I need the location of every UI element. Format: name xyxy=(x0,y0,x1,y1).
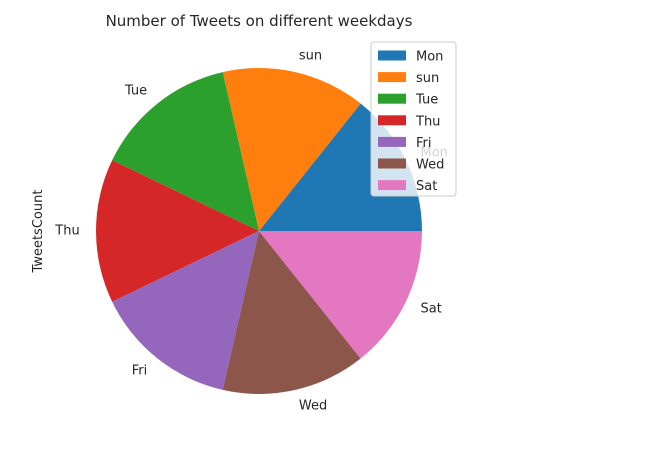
slice-label-sun: sun xyxy=(299,49,322,64)
legend-label-wed: Wed xyxy=(416,158,444,173)
legend-swatch-tue xyxy=(378,93,406,104)
legend: Mon sun Tue Thu Fri Wed Sat xyxy=(370,41,457,197)
legend-swatch-fri xyxy=(378,136,406,147)
slice-label-tue: Tue xyxy=(124,83,147,98)
legend-label-sun: sun xyxy=(416,71,439,86)
pie-slice-thu xyxy=(95,160,259,302)
slice-label-fri: Fri xyxy=(132,364,148,379)
legend-swatch-sat xyxy=(378,180,406,191)
slice-label-sat: Sat xyxy=(421,301,442,316)
pie-slice-sat xyxy=(259,231,422,359)
pie-slice-wed xyxy=(222,231,361,394)
y-axis-label: TweetsCount xyxy=(31,190,46,274)
pie-slices xyxy=(95,68,422,394)
legend-swatch-thu xyxy=(378,115,406,126)
slice-label-wed: Wed xyxy=(299,398,327,413)
chart-title: Number of Tweets on different weekdays xyxy=(106,12,413,30)
legend-label-mon: Mon xyxy=(416,50,443,65)
pie-slice-tue xyxy=(112,72,259,231)
slice-label-thu: Thu xyxy=(54,224,79,239)
legend-label-tue: Tue xyxy=(415,93,438,108)
pie-slice-fri xyxy=(112,231,259,390)
legend-items: Mon sun Tue Thu Fri Wed Sat xyxy=(378,50,444,194)
legend-label-fri: Fri xyxy=(416,136,432,151)
legend-swatch-mon xyxy=(378,50,406,61)
legend-swatch-wed xyxy=(378,158,406,169)
legend-label-thu: Thu xyxy=(415,114,440,129)
pie-slice-sun xyxy=(222,68,361,232)
legend-swatch-sun xyxy=(378,72,406,83)
legend-label-sat: Sat xyxy=(416,179,437,194)
